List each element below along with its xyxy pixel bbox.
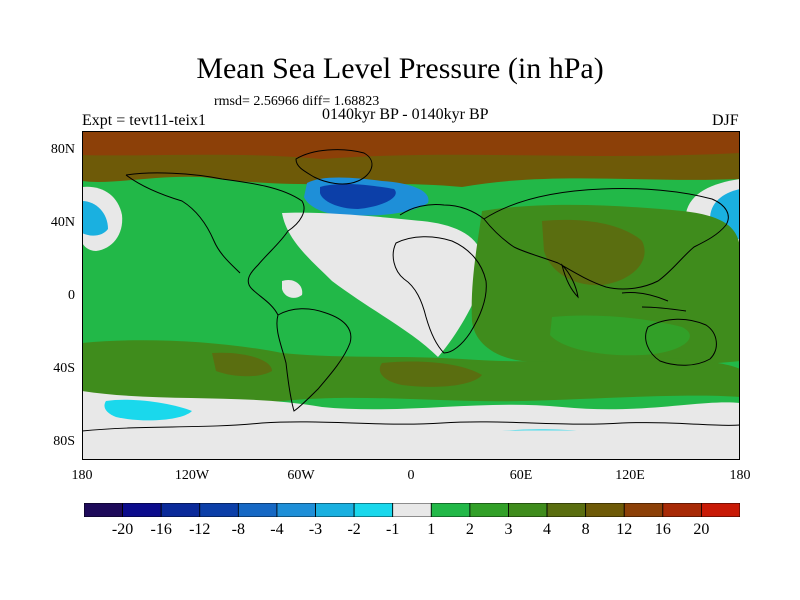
tropical-atlantic-neutral: [282, 212, 484, 357]
colorbar-label: 2: [465, 521, 474, 538]
colorbar-label: 3: [504, 521, 513, 538]
pressure-map: [82, 131, 740, 460]
indian-ocean-subregion: [550, 315, 690, 356]
colorbar-box: [585, 503, 625, 517]
eastern-pacific-neutral: [282, 279, 303, 298]
lat-tick-40n: 40N: [50, 215, 75, 230]
colorbar-box: [237, 503, 278, 517]
colorbar-box: [508, 503, 548, 517]
colorbar: [84, 503, 740, 517]
colorbar-label: 8: [581, 521, 590, 538]
south-atlantic-high: [379, 361, 482, 387]
colorbar-box: [199, 503, 239, 517]
coast-india: [561, 263, 579, 299]
lat-tick-0: 0: [68, 288, 75, 303]
colorbar-box: [701, 503, 740, 517]
antarctica-interior: [82, 429, 740, 460]
season-label: DJF: [712, 112, 739, 129]
colorbar-label: 12: [616, 521, 633, 538]
colorbar-box: [315, 503, 355, 517]
coast-north-america: [125, 172, 305, 316]
lon-tick-0: 0: [407, 468, 415, 483]
experiment-label: Expt = tevt11-teix1: [82, 112, 206, 129]
coastlines: [82, 149, 740, 432]
map-title: Mean Sea Level Pressure (in hPa): [196, 52, 604, 85]
lon-tick-180e: 180: [729, 468, 751, 483]
colorbar-label: 4: [543, 521, 552, 538]
colorbar-label: 20: [693, 521, 710, 538]
lon-tick-120e: 120E: [615, 468, 645, 483]
colorbar-label: -12: [189, 521, 211, 538]
colorbar-box: [469, 503, 509, 517]
colorbar-label: -1: [386, 521, 400, 538]
lat-tick-40s: 40S: [53, 361, 75, 376]
coast-australia: [645, 318, 717, 366]
lon-tick-60e: 60E: [509, 468, 533, 483]
colorbar-label: -2: [347, 521, 361, 538]
colorbar-box: [160, 503, 201, 517]
south-pacific-low: [104, 399, 192, 421]
coast-south-america: [276, 308, 352, 412]
colorbar-box: [662, 503, 702, 517]
coast-indonesia: [621, 292, 687, 312]
coast-europe: [399, 204, 485, 220]
lon-tick-180w: 180: [71, 468, 93, 483]
colorbar-label: -16: [150, 521, 172, 538]
north-atlantic-low-core: [320, 183, 396, 209]
colorbar-label: -4: [270, 521, 284, 538]
stats-label: rmsd= 2.56966 diff= 1.68823: [214, 94, 380, 109]
lon-tick-60w: 60W: [287, 468, 315, 483]
coast-antarctica: [82, 421, 740, 432]
coast-africa: [392, 236, 487, 354]
lat-tick-80s: 80S: [53, 434, 75, 449]
arctic-core-region: [82, 131, 740, 159]
coast-greenland: [295, 149, 373, 185]
colorbar-box: [546, 503, 587, 517]
map-frame: [82, 131, 740, 460]
coast-asia: [483, 187, 729, 290]
north-pacific-low-west: [82, 201, 108, 236]
period-label: 0140kyr BP - 0140kyr BP: [322, 106, 489, 123]
colorbar-label: -3: [308, 521, 323, 538]
colorbar-box: [353, 503, 394, 517]
colorbar-box: [623, 503, 664, 517]
colorbar-label: 16: [654, 521, 671, 538]
colorbar-box: [276, 503, 316, 517]
colorbar-box: [430, 503, 471, 517]
lat-tick-80n: 80N: [50, 142, 75, 157]
lon-tick-120w: 120W: [174, 468, 210, 483]
colorbar-label: -20: [111, 521, 134, 538]
colorbar-box: [84, 503, 123, 517]
colorbar-box: [392, 503, 432, 517]
coast-north-america-west: [125, 174, 241, 274]
south-pacific-high: [212, 352, 272, 377]
colorbar-box: [122, 503, 162, 517]
colorbar-label: -8: [231, 521, 245, 538]
colorbar-label: 1: [427, 521, 436, 538]
